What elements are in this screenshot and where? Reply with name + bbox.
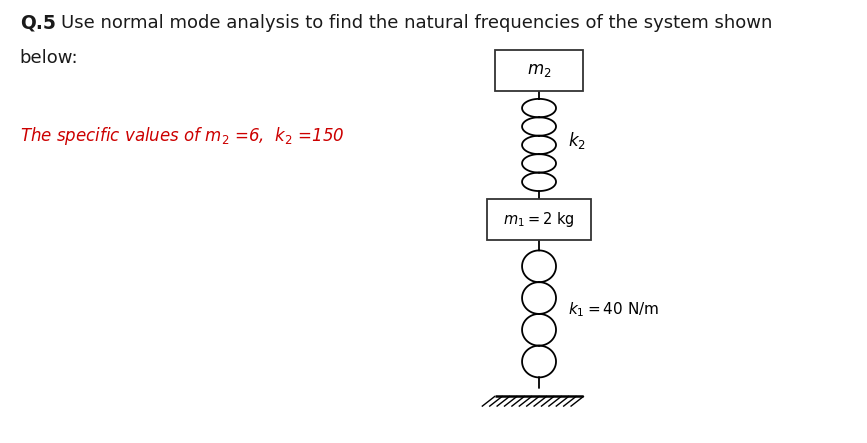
Text: Use normal mode analysis to find the natural frequencies of the system shown: Use normal mode analysis to find the nat… — [61, 14, 772, 32]
Text: $m_1 = 2\ \rm{kg}$: $m_1 = 2\ \rm{kg}$ — [503, 210, 575, 229]
Text: Q.5: Q.5 — [20, 14, 55, 33]
FancyBboxPatch shape — [495, 50, 583, 91]
FancyBboxPatch shape — [487, 198, 591, 240]
Text: below:: below: — [20, 49, 78, 67]
Text: $k_2$: $k_2$ — [568, 130, 585, 151]
Text: $m_2$: $m_2$ — [527, 62, 551, 79]
Text: The specific values of $m_2$ =6,  $k_2$ =150: The specific values of $m_2$ =6, $k_2$ =… — [20, 125, 344, 147]
Text: $k_1 = 40\ \rm{N/m}$: $k_1 = 40\ \rm{N/m}$ — [568, 300, 659, 319]
